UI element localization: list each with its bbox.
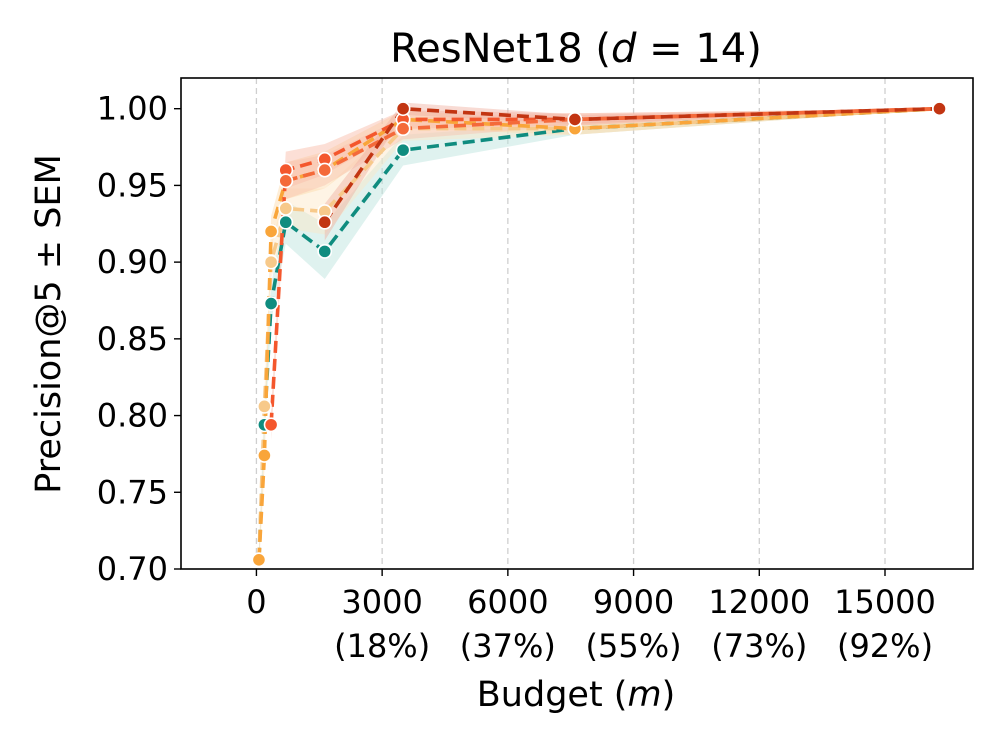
series-6-point: [932, 101, 947, 117]
chart-title: ResNet18 (d = 14): [390, 26, 762, 72]
y-tick-label: 0.95: [97, 166, 168, 204]
series-3-point: [256, 448, 272, 463]
x-tick-label: 15000: [834, 583, 936, 621]
x-tick-label: 3000: [341, 583, 422, 621]
series-6-line: [323, 106, 940, 224]
series-6-point: [395, 101, 411, 117]
x-tick-label: 9000: [593, 583, 674, 621]
x-tick-label: 6000: [467, 583, 548, 621]
x-tick-percent-label: (73%): [711, 627, 807, 665]
series-1-point: [395, 142, 411, 158]
series-5-point: [395, 121, 411, 137]
series-3-point: [263, 224, 279, 239]
series-4-point: [263, 417, 279, 433]
series-1-point: [278, 214, 294, 230]
y-tick-label: 1.00: [97, 90, 168, 128]
series-2-point: [278, 201, 294, 216]
x-tick-percent-label: (55%): [586, 627, 682, 665]
grid-lines: [255, 78, 886, 569]
series-5-sem-band: [285, 108, 940, 200]
series-5-point: [317, 162, 333, 178]
plot-frame: [180, 77, 974, 570]
x-tick-percent-label: (18%): [334, 627, 430, 665]
series-1-point: [263, 296, 279, 311]
series-1-point: [317, 243, 333, 259]
y-axis-title: Precision@5 ± SEM: [29, 154, 69, 494]
series-2-point: [256, 398, 272, 414]
y-axis-ticks: 0.70 0.75 0.80 0.85 0.90 0.95 1.00: [97, 90, 181, 588]
series-points: [251, 101, 947, 568]
x-tick-label: 12000: [708, 583, 810, 621]
x-axis-ticks: 0 3000 (18%) 6000 (37%) 9000 (55%) 12000 (73%) 15…: [246, 569, 936, 665]
x-tick-percent-label: (37%): [460, 627, 556, 665]
series-6-point: [317, 214, 333, 230]
y-tick-label: 0.80: [97, 397, 168, 435]
series-3-point: [251, 552, 267, 568]
y-tick-label: 0.90: [97, 243, 168, 281]
y-tick-label: 0.70: [97, 550, 168, 588]
y-tick-label: 0.85: [97, 320, 168, 358]
x-tick-label: 0: [246, 583, 266, 621]
y-tick-label: 0.75: [97, 473, 168, 511]
series-4-sem-band: [271, 108, 940, 441]
series-6-point: [567, 112, 583, 127]
series-5-point: [278, 173, 294, 189]
x-axis-title: Budget (m): [477, 675, 675, 715]
series-2-point: [263, 254, 279, 270]
x-tick-percent-label: (92%): [837, 627, 933, 665]
